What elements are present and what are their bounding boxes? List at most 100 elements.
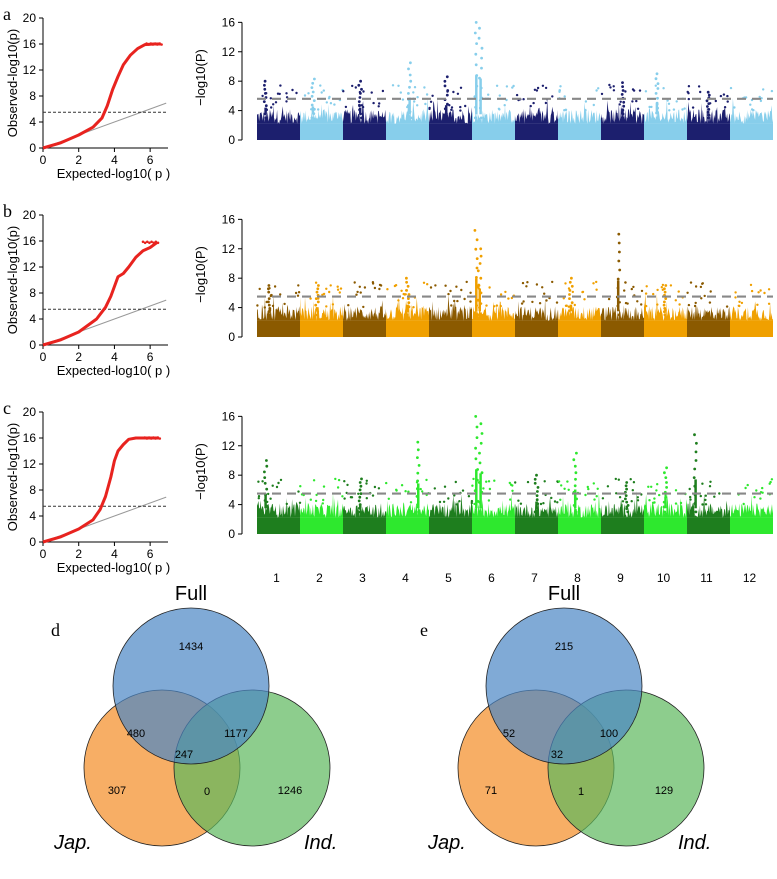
- snp-point: [309, 498, 312, 501]
- peak-point: [663, 471, 666, 475]
- peak-point: [706, 90, 710, 94]
- chromosome-spikes: [300, 492, 343, 518]
- peak-point: [625, 487, 628, 491]
- peak-point: [407, 92, 410, 95]
- peak-point: [475, 257, 479, 260]
- manhattan-plot: 0 4 8 12 16 −log10(P): [193, 409, 774, 541]
- peak-point: [264, 116, 267, 120]
- qq-x-tick-label: 0: [40, 153, 47, 167]
- peak-point: [478, 262, 482, 265]
- snp-point: [434, 284, 437, 287]
- snp-point: [593, 498, 596, 501]
- peak-point: [477, 313, 480, 317]
- snp-point: [401, 297, 405, 300]
- snp-point: [272, 103, 275, 106]
- snp-point: [424, 102, 427, 106]
- qq-tail-point: [151, 43, 155, 46]
- snp-point: [536, 86, 540, 90]
- snp-point: [488, 487, 492, 491]
- peak-point: [664, 284, 668, 287]
- snp-point: [701, 503, 704, 506]
- snp-point: [749, 283, 753, 287]
- chromosome-base: [687, 320, 730, 337]
- panel-label: e: [420, 620, 428, 640]
- chromosome-label: 10: [657, 571, 671, 585]
- peak-point: [405, 280, 408, 284]
- peak-point: [317, 284, 320, 287]
- qq-y-tick-label: 16: [23, 431, 37, 445]
- peak-point: [416, 479, 419, 483]
- snp-point: [525, 285, 528, 288]
- snp-point: [608, 83, 611, 87]
- qq-x-label: Expected-log10( p ): [57, 560, 170, 575]
- snp-point: [321, 502, 324, 505]
- snp-point: [261, 94, 264, 98]
- snp-point: [378, 283, 382, 287]
- peak-point: [536, 486, 540, 489]
- snp-point: [487, 480, 491, 483]
- snp-point: [428, 107, 431, 111]
- chromosome-base: [730, 517, 773, 534]
- peak-point: [618, 268, 622, 272]
- peak-point: [315, 313, 319, 317]
- chromosome-12: [730, 478, 774, 534]
- qq-y-tick-label: 0: [29, 141, 36, 155]
- peak-point: [265, 459, 268, 462]
- chromosome-spikes: [601, 490, 644, 518]
- qq-y-tick-label: 16: [23, 234, 37, 248]
- snp-point: [442, 500, 446, 503]
- snp-point: [522, 300, 525, 303]
- manhattan-y-tick-label: 0: [228, 330, 235, 344]
- peak-chr-11: [692, 433, 698, 514]
- snp-point: [600, 92, 604, 96]
- qq-y-tick-label: 4: [29, 509, 36, 523]
- chromosome-spikes: [644, 99, 687, 124]
- snp-point: [299, 485, 302, 488]
- venn-count-full-jap: 52: [503, 728, 515, 740]
- snp-point: [650, 105, 653, 109]
- peak-point: [535, 498, 539, 502]
- peak-point: [570, 301, 574, 305]
- peak-point: [416, 471, 420, 475]
- snp-point: [761, 486, 764, 490]
- snp-point: [542, 502, 545, 505]
- peak-chr-8: [568, 276, 574, 317]
- snp-point: [511, 86, 514, 89]
- snp-point: [689, 498, 692, 501]
- chromosome-spikes: [687, 101, 730, 124]
- snp-point: [399, 91, 402, 94]
- snp-point: [652, 292, 655, 296]
- snp-point: [556, 480, 559, 483]
- snp-point: [767, 288, 771, 291]
- snp-point: [363, 286, 367, 289]
- snp-point: [256, 304, 259, 307]
- qq-tail-point: [152, 436, 155, 439]
- manhattan-y-tick-label: 0: [228, 527, 235, 541]
- peak-point: [663, 510, 667, 514]
- chromosome-base: [472, 517, 515, 534]
- snp-point: [543, 292, 546, 295]
- peak-point: [536, 490, 539, 493]
- snp-point: [553, 500, 557, 503]
- peak-point: [568, 297, 571, 300]
- peak-point: [656, 82, 660, 85]
- snp-point: [519, 502, 523, 505]
- snp-point: [325, 101, 328, 104]
- chromosome-spikes: [343, 502, 386, 518]
- snp-point: [341, 495, 344, 498]
- qq-tail-point: [147, 43, 151, 46]
- snp-point: [691, 106, 695, 109]
- snp-point: [453, 299, 456, 303]
- peak-point: [360, 87, 363, 91]
- peak-point: [359, 484, 363, 488]
- venn-set-label-ind: Ind.: [304, 832, 337, 854]
- chromosome-spikes: [429, 494, 472, 518]
- chromosome-base: [601, 123, 644, 140]
- chromosome-base: [472, 123, 515, 140]
- snp-point: [737, 304, 740, 307]
- qq-x-tick-label: 4: [111, 153, 118, 167]
- snp-point: [453, 494, 456, 497]
- snp-point: [759, 99, 763, 103]
- venn-count-jap-ind: 1: [578, 786, 584, 798]
